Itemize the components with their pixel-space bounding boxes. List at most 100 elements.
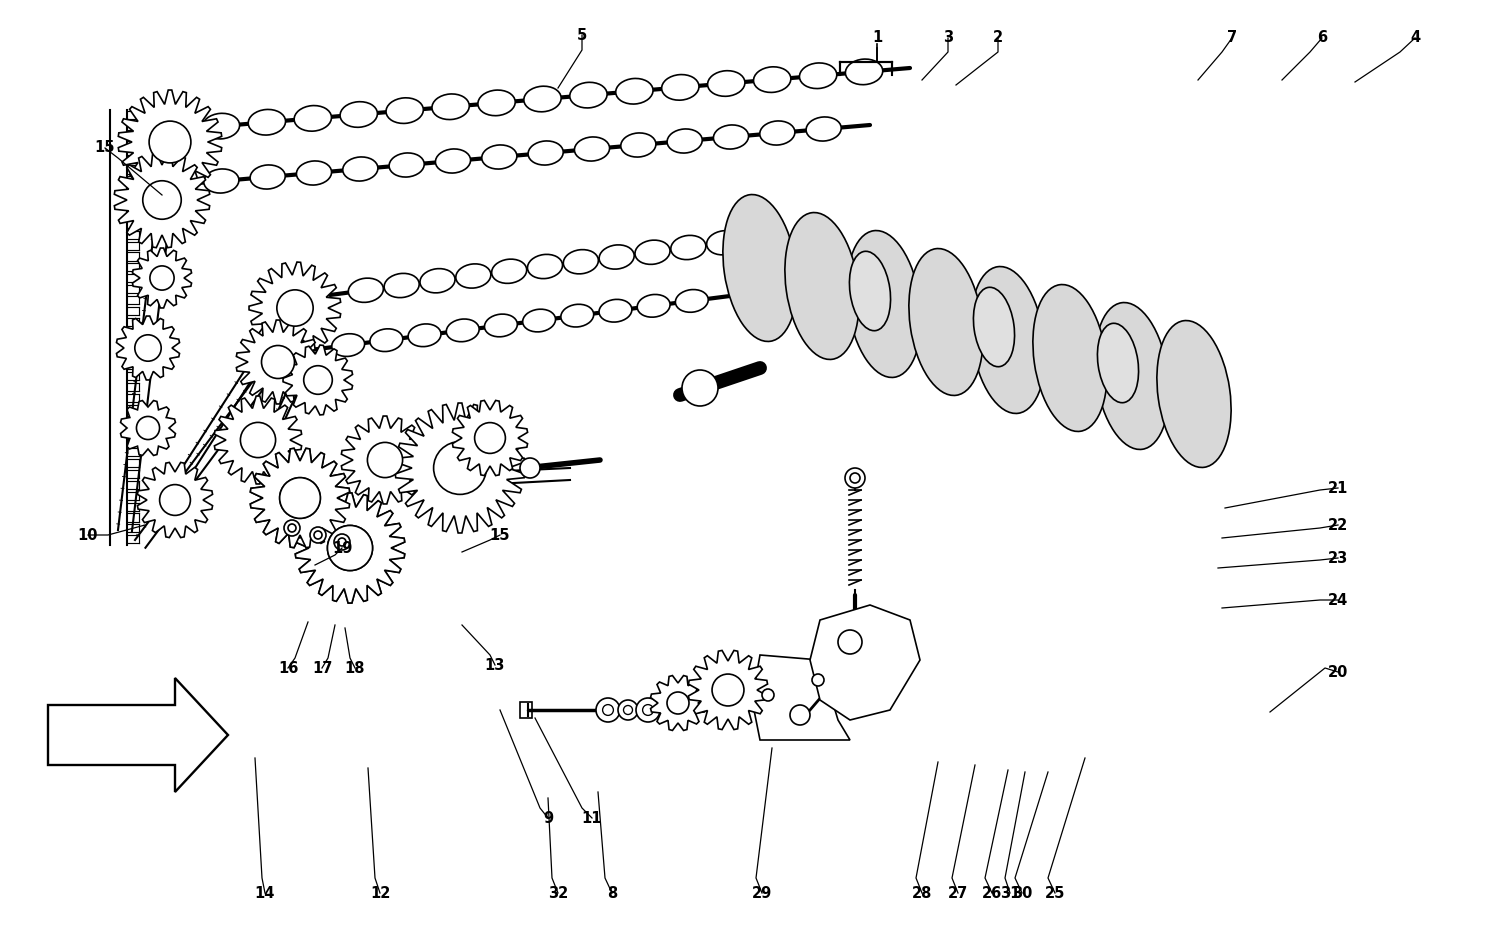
Text: 7: 7 (1227, 30, 1238, 45)
Ellipse shape (706, 231, 741, 254)
Ellipse shape (344, 157, 378, 181)
Polygon shape (296, 493, 405, 603)
Ellipse shape (847, 231, 921, 377)
Circle shape (279, 478, 321, 518)
Circle shape (433, 442, 486, 495)
Text: 15: 15 (489, 528, 510, 542)
Polygon shape (284, 345, 352, 415)
Circle shape (790, 705, 810, 725)
Circle shape (327, 525, 372, 570)
Polygon shape (342, 416, 429, 504)
Polygon shape (251, 448, 350, 548)
Ellipse shape (447, 319, 478, 342)
Polygon shape (1152, 346, 1208, 411)
Ellipse shape (909, 249, 983, 395)
Ellipse shape (294, 106, 332, 131)
Text: 31: 31 (1000, 885, 1020, 901)
Polygon shape (214, 396, 302, 484)
Circle shape (603, 705, 613, 715)
Circle shape (642, 705, 654, 715)
Polygon shape (752, 655, 850, 740)
Ellipse shape (384, 273, 418, 298)
Ellipse shape (522, 309, 555, 332)
Ellipse shape (348, 278, 384, 303)
Ellipse shape (849, 252, 891, 331)
Ellipse shape (708, 71, 746, 96)
Circle shape (288, 524, 296, 532)
Ellipse shape (638, 294, 670, 317)
Circle shape (839, 630, 862, 654)
Ellipse shape (574, 137, 609, 161)
Ellipse shape (970, 267, 1046, 413)
Circle shape (136, 416, 159, 440)
Ellipse shape (1035, 306, 1077, 385)
Ellipse shape (1098, 324, 1138, 403)
Circle shape (150, 266, 174, 290)
Ellipse shape (714, 125, 748, 149)
Ellipse shape (564, 250, 598, 274)
Ellipse shape (846, 59, 882, 85)
Text: 4: 4 (1410, 30, 1420, 45)
Text: 9: 9 (543, 811, 554, 826)
Text: 3: 3 (944, 30, 952, 45)
Polygon shape (904, 274, 958, 339)
Text: 12: 12 (370, 885, 390, 901)
Ellipse shape (760, 121, 795, 145)
Ellipse shape (528, 141, 562, 165)
Text: 28: 28 (912, 885, 932, 901)
Ellipse shape (662, 75, 699, 100)
Polygon shape (651, 675, 705, 730)
Ellipse shape (248, 110, 285, 135)
Ellipse shape (561, 305, 594, 327)
Circle shape (314, 531, 322, 539)
Ellipse shape (634, 240, 670, 264)
Ellipse shape (1095, 303, 1168, 449)
Ellipse shape (420, 269, 454, 293)
Polygon shape (842, 256, 897, 321)
Polygon shape (48, 678, 228, 792)
Ellipse shape (456, 264, 490, 289)
Ellipse shape (435, 149, 471, 173)
Polygon shape (117, 316, 180, 380)
Circle shape (368, 443, 402, 478)
Ellipse shape (570, 82, 608, 108)
Ellipse shape (297, 161, 332, 185)
Text: 2: 2 (993, 30, 1004, 45)
Polygon shape (296, 493, 405, 603)
Text: 30: 30 (1013, 885, 1032, 901)
Ellipse shape (598, 299, 632, 322)
Circle shape (668, 692, 688, 714)
Text: 13: 13 (484, 657, 506, 673)
Text: 27: 27 (948, 885, 968, 901)
Ellipse shape (528, 254, 562, 279)
Circle shape (812, 674, 824, 686)
Circle shape (636, 698, 660, 722)
Ellipse shape (478, 90, 514, 115)
Text: 6: 6 (1317, 30, 1328, 45)
Polygon shape (810, 605, 919, 720)
Circle shape (142, 181, 182, 219)
Circle shape (844, 468, 865, 488)
Ellipse shape (340, 102, 378, 128)
Ellipse shape (974, 288, 1014, 367)
Ellipse shape (753, 67, 790, 93)
Text: 22: 22 (1328, 517, 1348, 533)
Polygon shape (453, 400, 528, 476)
Circle shape (618, 700, 638, 720)
Polygon shape (251, 448, 350, 548)
Ellipse shape (598, 245, 634, 269)
Ellipse shape (1160, 342, 1200, 421)
Polygon shape (1028, 310, 1083, 375)
Circle shape (240, 423, 276, 458)
Ellipse shape (202, 114, 240, 139)
Text: 20: 20 (1328, 664, 1348, 679)
Text: 32: 32 (548, 885, 568, 901)
Circle shape (159, 484, 190, 516)
Polygon shape (132, 248, 192, 308)
Text: 1: 1 (871, 30, 882, 45)
Circle shape (682, 370, 718, 406)
Circle shape (310, 527, 326, 543)
Text: 18: 18 (345, 660, 366, 675)
Text: 17: 17 (312, 660, 332, 675)
Polygon shape (118, 90, 222, 194)
